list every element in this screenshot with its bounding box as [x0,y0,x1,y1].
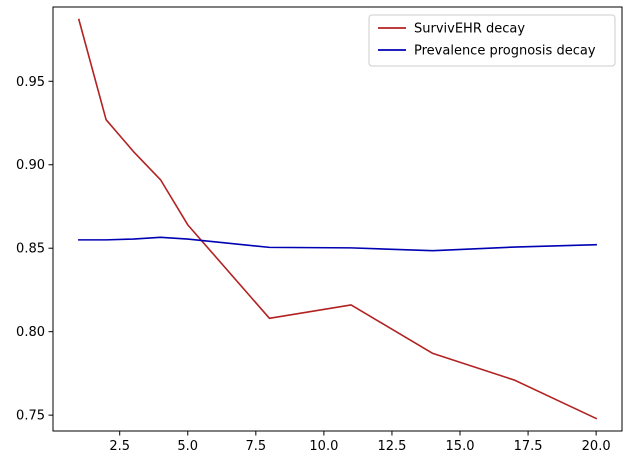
axes-layer: 2.5 5.0 7.5 10.0 12.5 15.0 17.5 20.0 0.75 0.80 0.8… [16,6,623,454]
x-tick-label: 7.5 [245,439,266,454]
y-tick-label: 0.85 [16,242,45,257]
x-tick-label: 17.5 [514,439,543,454]
y-tick-label: 0.90 [16,158,45,173]
x-tick-label: 5.0 [177,439,198,454]
y-tick-label: 0.95 [16,75,45,90]
legend: SurvivEHR decay Prevalence prognosis deca… [368,14,616,67]
x-tick-label: 10.0 [309,439,338,454]
x-tick-label: 12.5 [377,439,406,454]
legend-label-1: Prevalence prognosis decay [414,44,596,59]
series-line-0 [77,18,598,420]
axes-frame [52,6,623,432]
x-tick-label: 2.5 [109,439,130,454]
x-tick-label: 15.0 [446,439,475,454]
x-tick-label: 20.0 [582,439,611,454]
series-line-1 [78,236,597,252]
y-tick-label: 0.75 [16,409,45,424]
y-tick-label: 0.80 [16,325,45,340]
plot-layer [77,18,598,420]
legend-label-0: SurvivEHR decay [414,22,525,37]
legend-box [368,14,616,67]
